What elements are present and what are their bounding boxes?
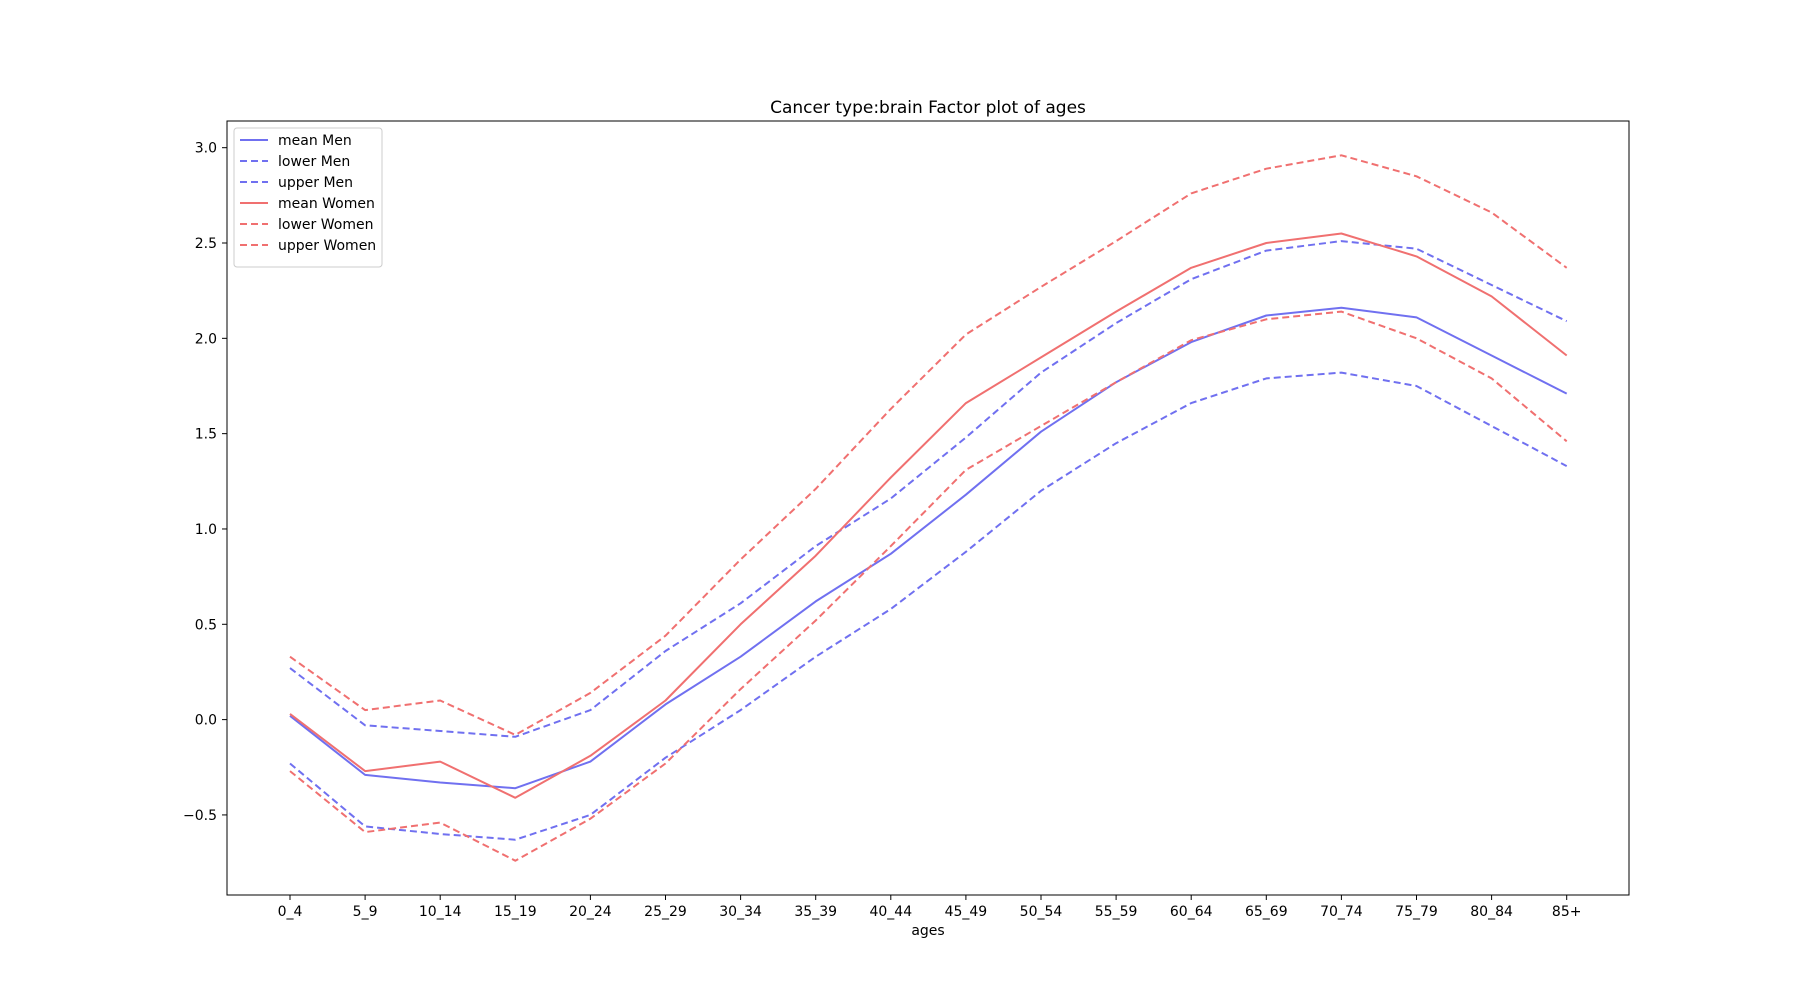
series-line-lower-women	[289, 310, 1568, 862]
legend-label: upper Men	[278, 175, 353, 191]
x-tick-label: 25_29	[644, 904, 687, 920]
x-tick-label: 50_54	[1020, 904, 1063, 920]
x-tick-label: 5_9	[353, 904, 378, 920]
x-tick-label: 10_14	[419, 904, 462, 920]
x-tick-label: 65_69	[1245, 904, 1288, 920]
series-line-mean-men	[289, 306, 1568, 790]
y-tick-label: 3.0	[195, 141, 217, 157]
x-axis: 0_4 5_9 10_14 15_19 20_24 25_29 30_34 35_39 40_4…	[278, 895, 1582, 920]
y-axis: −0.5 0.0 0.5 1.0 1.5 2.0 2.5 3.0	[183, 141, 227, 824]
x-tick-label: 30_34	[719, 904, 762, 920]
y-tick-label: 2.5	[195, 236, 217, 252]
x-tick-label: 75_79	[1395, 904, 1438, 920]
y-tick-label: 1.0	[195, 522, 217, 538]
x-tick-label: 45_49	[945, 904, 988, 920]
series-line-mean-women	[289, 232, 1568, 799]
legend-label: lower Men	[278, 154, 350, 170]
series-layer	[289, 154, 1568, 862]
x-tick-label: 40_44	[869, 904, 912, 920]
x-tick-label: 15_19	[494, 904, 537, 920]
series-line-upper-men	[289, 240, 1568, 738]
series-line-upper-women	[289, 154, 1568, 736]
plot-frame	[226, 120, 1630, 896]
y-tick-label: 0.5	[195, 617, 217, 633]
series-line-lower-men	[289, 371, 1568, 841]
legend: mean Men lower Men upper Men mean Women lowe…	[233, 127, 383, 268]
legend-label: upper Women	[278, 238, 376, 254]
legend-label: mean Men	[278, 133, 352, 149]
x-tick-label: 0_4	[278, 904, 303, 920]
x-tick-label: 55_59	[1095, 904, 1138, 920]
x-axis-label: ages	[911, 923, 944, 939]
x-tick-label: 80_84	[1470, 904, 1513, 920]
x-tick-label: 35_39	[794, 904, 837, 920]
x-tick-label: 20_24	[569, 904, 612, 920]
x-tick-label: 70_74	[1320, 904, 1363, 920]
y-tick-label: 1.5	[195, 427, 217, 443]
x-tick-label: 85+	[1552, 904, 1582, 920]
y-tick-label: −0.5	[183, 808, 217, 824]
y-tick-label: 0.0	[195, 713, 217, 729]
legend-box	[233, 127, 383, 268]
x-tick-label: 60_64	[1170, 904, 1213, 920]
chart-title: Cancer type:brain Factor plot of ages	[770, 98, 1086, 118]
y-tick-label: 2.0	[195, 331, 217, 347]
legend-label: lower Women	[278, 217, 373, 233]
legend-label: mean Women	[278, 196, 375, 212]
